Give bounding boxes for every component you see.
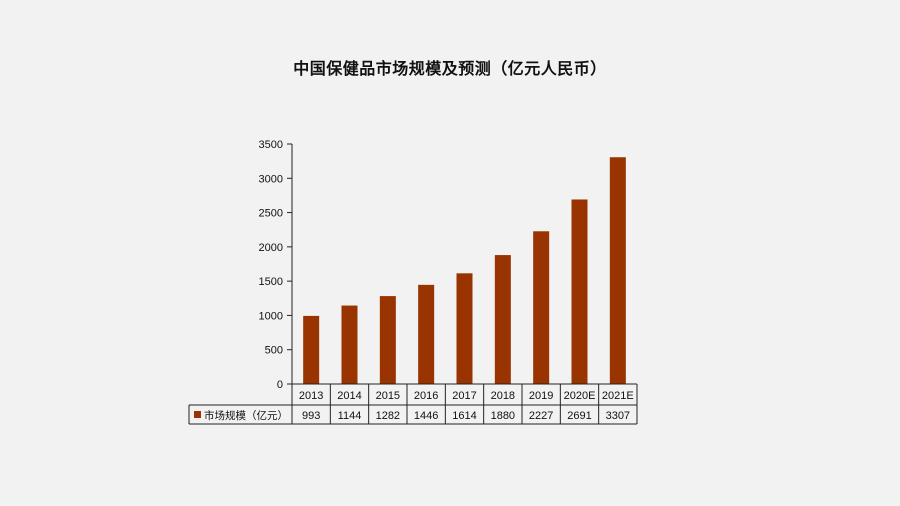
- y-tick-label: 3000: [259, 173, 283, 185]
- y-tick-label: 500: [265, 345, 283, 357]
- y-tick-label: 0: [277, 379, 283, 391]
- x-category-label: 2019: [529, 390, 553, 402]
- data-table-value: 1880: [491, 410, 515, 422]
- x-category-label: 2014: [337, 390, 361, 402]
- x-category-label: 2018: [491, 390, 515, 402]
- bar: [494, 255, 511, 384]
- bar: [609, 157, 626, 384]
- data-table-value: 3307: [606, 410, 630, 422]
- y-tick-label: 2000: [259, 242, 283, 254]
- data-table-value: 1282: [376, 410, 400, 422]
- x-category-label: 2016: [414, 390, 438, 402]
- bar: [533, 231, 550, 384]
- x-category-label: 2013: [299, 390, 323, 402]
- legend-series-name: 市场规模（亿元）: [204, 409, 288, 422]
- bar: [303, 315, 320, 384]
- data-table-value: 1614: [452, 410, 476, 422]
- y-tick-label: 1500: [259, 276, 283, 288]
- bars: [303, 157, 626, 384]
- data-table: 2013 993 2014 1144 2015 1282 2016 1446 2017 1614 2…: [188, 383, 638, 425]
- x-category-label: 2020E: [564, 390, 596, 402]
- data-table-value: 2691: [567, 410, 591, 422]
- y-tick-label: 1000: [259, 310, 283, 322]
- data-table-value: 993: [302, 410, 320, 422]
- x-category-label: 2015: [376, 390, 400, 402]
- legend-swatch: [194, 411, 201, 418]
- x-category-label: 2021E: [602, 390, 634, 402]
- x-category-label: 2017: [452, 390, 476, 402]
- bar: [379, 296, 396, 384]
- bar: [341, 305, 358, 384]
- bar: [456, 273, 473, 384]
- y-axis: 0 500 1000 1500 2000 2500 3000 3500: [259, 139, 293, 391]
- data-table-value: 1446: [414, 410, 438, 422]
- data-table-value: 2227: [529, 410, 553, 422]
- bar: [571, 199, 588, 384]
- y-tick-label: 3500: [259, 139, 283, 151]
- y-tick-label: 2500: [259, 208, 283, 220]
- chart-title: 中国保健品市场规模及预测（亿元人民币）: [293, 59, 607, 78]
- bar: [418, 284, 435, 384]
- data-table-value: 1144: [338, 410, 362, 422]
